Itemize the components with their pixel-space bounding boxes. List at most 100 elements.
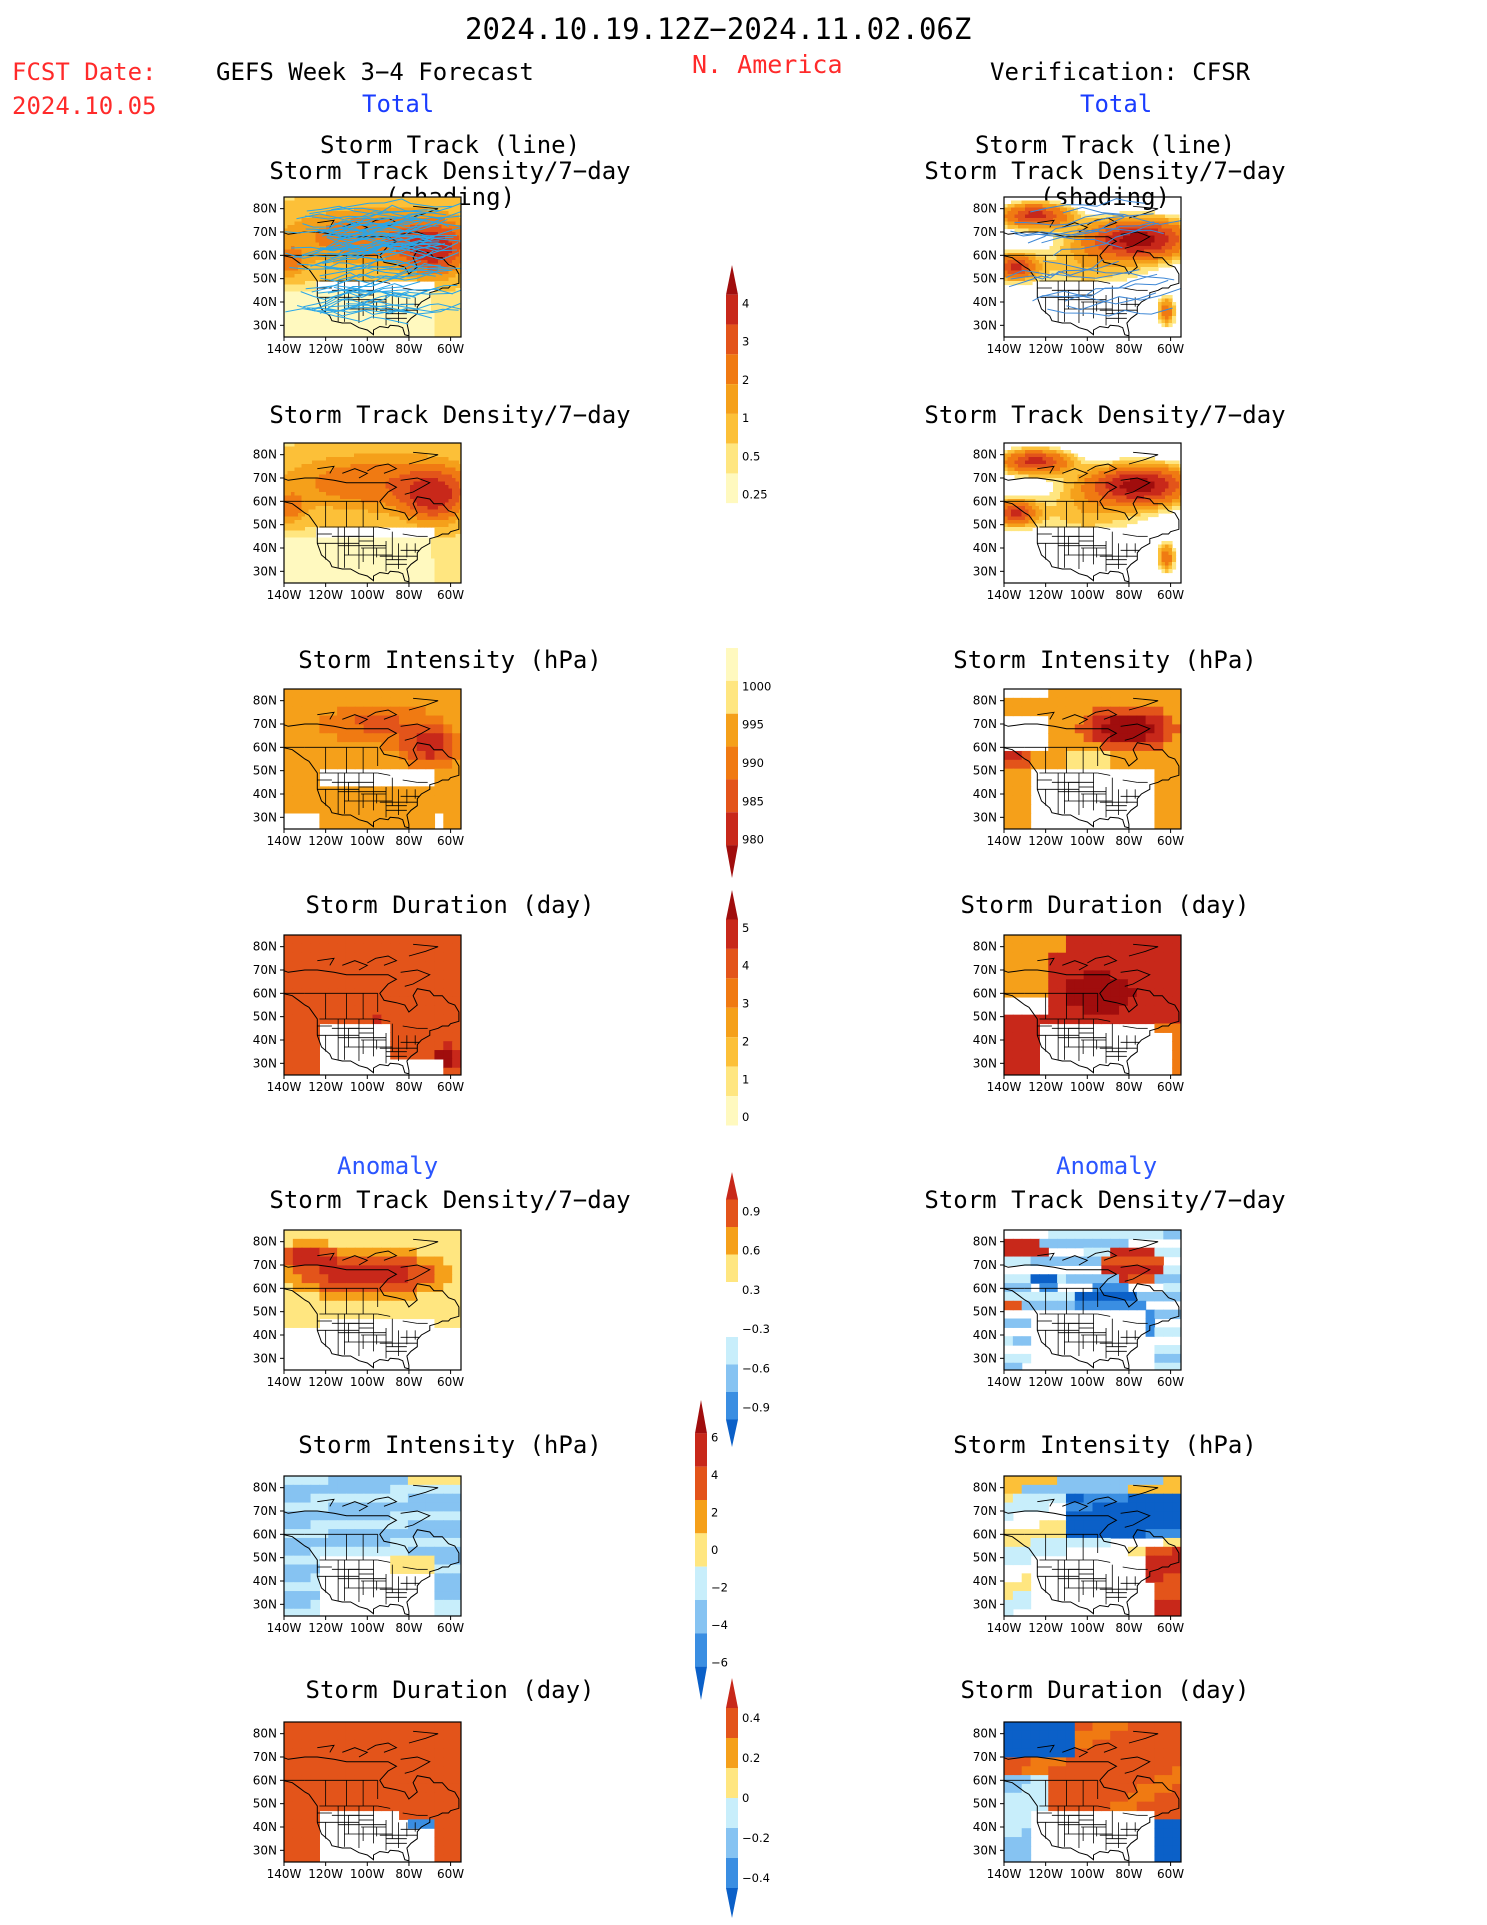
lat-tick-label: 30N — [973, 1351, 997, 1365]
shading — [1004, 689, 1181, 829]
lat-tick-label: 70N — [253, 963, 277, 977]
lat-tick-label: 30N — [253, 1351, 277, 1365]
lat-tick-label: 50N — [973, 764, 997, 778]
lon-tick-label: 60W — [1157, 1621, 1184, 1635]
map-plot: 80N 70N 60N 50N 40N 30N 140W 120W 100W 80W 60W — [253, 934, 464, 1094]
lat-tick-label: 50N — [973, 1797, 997, 1811]
map-frame — [283, 442, 462, 584]
lat-tick-label: 40N — [253, 541, 277, 555]
colorbar-label: −4 — [711, 1618, 728, 1632]
lon-tick-label: 60W — [1157, 1375, 1184, 1389]
lon-tick-label: 80W — [1115, 1621, 1142, 1635]
lat-tick-label: 40N — [973, 1574, 997, 1588]
lat-tick-label: 50N — [253, 518, 277, 532]
lat-tick-label: 70N — [253, 1258, 277, 1272]
colorbar-label: −0.9 — [742, 1401, 770, 1415]
lat-tick-label: 70N — [253, 717, 277, 731]
lat-tick-label: 80N — [253, 1727, 277, 1741]
right-total-label: Total — [1080, 90, 1153, 118]
map-frame — [1003, 934, 1182, 1076]
shading — [1004, 1230, 1181, 1370]
lon-tick-label: 140W — [987, 1080, 1022, 1094]
colorbar-label: 4 — [711, 1468, 718, 1482]
map-plot: 80N 70N 60N 50N 40N 30N 140W 120W 100W 80W 60W — [253, 688, 464, 848]
lon-tick-label: 100W — [1070, 1375, 1105, 1389]
lat-tick-label: 40N — [973, 1328, 997, 1342]
colorbar-label: 0 — [742, 1110, 749, 1124]
colorbar-label: −6 — [711, 1656, 728, 1670]
lat-tick-label: 60N — [973, 1527, 997, 1541]
panel-verify-duration: Storm Duration (day) — [855, 890, 1355, 920]
shading — [1004, 1722, 1181, 1862]
lon-tick-label: 80W — [1115, 834, 1142, 848]
lon-tick-label: 120W — [308, 1867, 343, 1881]
lon-tick-label: 120W — [308, 1080, 343, 1094]
colorbar: 4 3 2 1 0.5 0.25 — [726, 265, 768, 533]
panel-title: Storm Duration (day) — [960, 1676, 1250, 1704]
lat-tick-label: 40N — [253, 787, 277, 801]
shading — [284, 1476, 461, 1616]
lat-tick-label: 30N — [253, 564, 277, 578]
lat-tick-label: 60N — [253, 986, 277, 1000]
colorbar: 0.9 0.6 0.3 −0.3 −0.6 −0.9 — [726, 1172, 770, 1447]
colorbar-label: −0.3 — [742, 1322, 770, 1336]
lon-tick-label: 80W — [1115, 1375, 1142, 1389]
lat-tick-label: 50N — [253, 1797, 277, 1811]
colorbar-label: 980 — [742, 833, 764, 847]
panel-title: Storm Intensity (hPa) — [298, 646, 602, 674]
map-plot: 80N 70N 60N 50N 40N 30N 140W 120W 100W 80W 60W — [973, 1229, 1184, 1389]
lat-tick-label: 80N — [973, 1235, 997, 1249]
lon-tick-label: 60W — [437, 1621, 464, 1635]
map-plot: 80N 70N 60N 50N 40N 30N 140W 120W 100W 80W 60W — [973, 934, 1184, 1094]
colorbar-label: 0.3 — [742, 1283, 760, 1297]
lon-tick-label: 80W — [395, 588, 422, 602]
map-frame — [1003, 1475, 1182, 1617]
lon-tick-label: 120W — [308, 1621, 343, 1635]
lon-tick-label: 100W — [1070, 1867, 1105, 1881]
panel-verify-intensity: Storm Intensity (hPa) — [855, 645, 1355, 675]
panel-subtitle: Storm Track Density/7−day (shading) — [924, 157, 1286, 211]
lat-tick-label: 40N — [973, 1820, 997, 1834]
lat-tick-label: 30N — [253, 810, 277, 824]
lat-tick-label: 80N — [253, 1235, 277, 1249]
fcst-date-label: FCST Date: — [12, 58, 157, 86]
colorbar-label: 2 — [742, 373, 749, 387]
shading — [284, 1230, 461, 1370]
lon-tick-label: 140W — [987, 1867, 1022, 1881]
colorbar-label: 5 — [742, 921, 749, 935]
lat-tick-label: 30N — [253, 1597, 277, 1611]
lat-tick-label: 40N — [973, 1033, 997, 1047]
colorbar-label: 3 — [742, 335, 749, 349]
lon-tick-label: 60W — [437, 588, 464, 602]
lon-tick-label: 140W — [987, 1375, 1022, 1389]
panel-title: Storm Duration (day) — [305, 891, 595, 919]
colorbar-label: 0.9 — [742, 1204, 760, 1218]
lat-tick-label: 70N — [253, 1750, 277, 1764]
map-plot: 80N 70N 60N 50N 40N 30N 140W 120W 100W 80W 60W — [973, 442, 1184, 602]
lat-tick-label: 50N — [253, 1305, 277, 1319]
lon-tick-label: 120W — [1028, 834, 1063, 848]
forecast-product-title: GEFS Week 3−4 Forecast — [216, 58, 534, 86]
lat-tick-label: 70N — [973, 963, 997, 977]
colorbar: 0.4 0.2 0 −0.2 −0.4 — [726, 1678, 770, 1918]
colorbar-label: 0.25 — [742, 488, 768, 502]
panel-verify-intensity-anom: Storm Intensity (hPa) — [855, 1430, 1355, 1460]
lon-tick-label: 60W — [1157, 834, 1184, 848]
lat-tick-label: 50N — [253, 764, 277, 778]
left-total-label: Total — [362, 90, 435, 118]
colorbar-label: 2 — [711, 1506, 718, 1520]
map-plot: 80N 70N 60N 50N 40N 30N 140W 120W 100W 80W 60W — [253, 1475, 464, 1635]
lon-tick-label: 140W — [267, 1080, 302, 1094]
lat-tick-label: 40N — [253, 1328, 277, 1342]
map-frame — [283, 1475, 462, 1617]
lat-tick-label: 80N — [973, 1481, 997, 1495]
lat-tick-label: 30N — [253, 1056, 277, 1070]
shading — [1004, 935, 1181, 1075]
lon-tick-label: 120W — [308, 834, 343, 848]
map-frame — [1003, 1721, 1182, 1863]
lon-tick-label: 120W — [1028, 588, 1063, 602]
shading — [284, 935, 461, 1075]
lon-tick-label: 80W — [1115, 588, 1142, 602]
lat-tick-label: 70N — [973, 1504, 997, 1518]
panel-forecast-track: Storm Track (line) Storm Track Density/7… — [200, 130, 700, 400]
